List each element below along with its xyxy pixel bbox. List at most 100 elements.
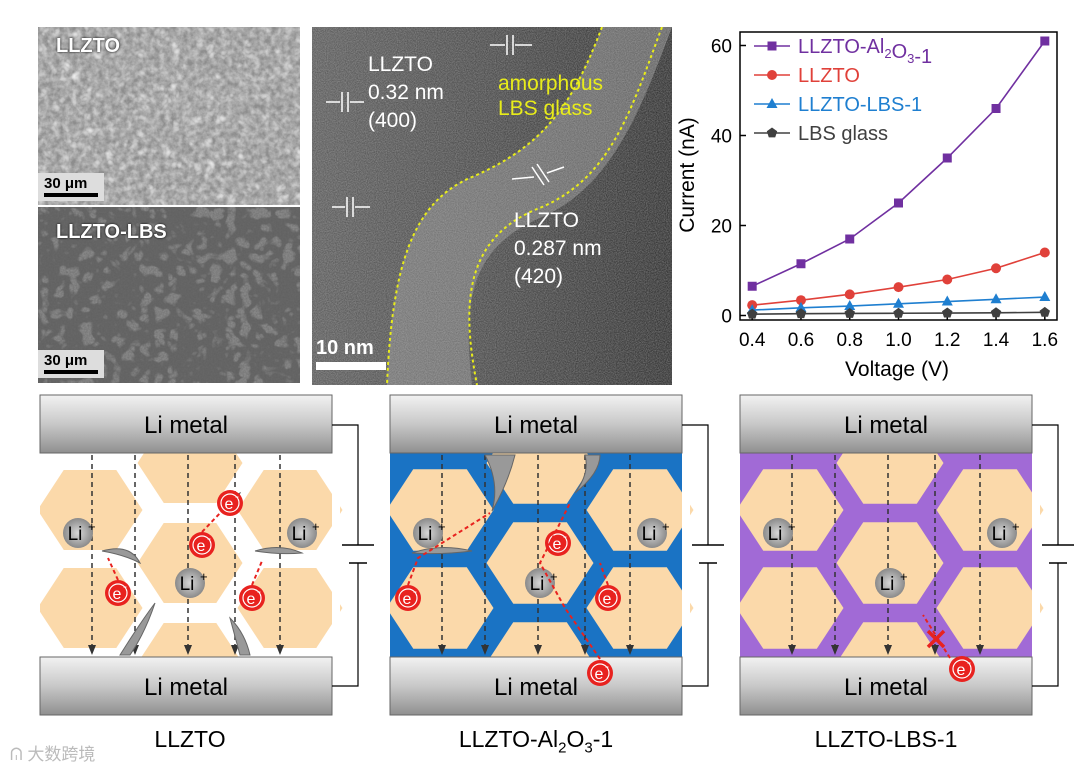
li-metal-top: Li metal bbox=[39, 394, 333, 454]
tem-scale-line bbox=[316, 362, 386, 370]
electron: e- bbox=[189, 531, 215, 558]
x-tick-label: 1.2 bbox=[934, 330, 960, 351]
crack bbox=[254, 547, 304, 555]
tem-texture bbox=[312, 27, 672, 385]
tem-glass-label: amorphous LBS glass bbox=[498, 71, 603, 121]
tem-right-spacing: 0.287 nm bbox=[514, 237, 602, 260]
svg-text:+: + bbox=[88, 519, 96, 534]
grain bbox=[137, 523, 243, 603]
svg-text:e: e bbox=[197, 538, 206, 555]
sem-label-llzto-lbs: LLZTO-LBS bbox=[56, 221, 167, 243]
svg-text:e: e bbox=[957, 662, 966, 679]
svg-text:+: + bbox=[438, 519, 446, 534]
data-point bbox=[893, 307, 904, 318]
electron-path bbox=[599, 562, 609, 586]
tem-glass-line2: LBS glass bbox=[498, 97, 593, 120]
sem-label-llzto: LLZTO bbox=[56, 35, 121, 57]
tem-right-phase: LLZTO bbox=[514, 209, 579, 232]
li-ion: Li + bbox=[637, 518, 670, 548]
scale-bar-text: 30 μm bbox=[44, 352, 88, 369]
svg-text:Li: Li bbox=[418, 524, 433, 545]
li-metal-top: Li metal bbox=[389, 394, 683, 454]
caption-lbs-text: LLZTO-LBS-1 bbox=[814, 726, 958, 752]
caption-llzto: LLZTO bbox=[40, 726, 340, 753]
y-tick-label: 20 bbox=[711, 217, 732, 238]
series-line-0 bbox=[751, 40, 1046, 287]
data-point bbox=[991, 104, 1001, 113]
crack bbox=[484, 454, 516, 512]
data-point bbox=[845, 234, 855, 244]
data-point bbox=[941, 295, 953, 306]
svg-text:-: - bbox=[413, 584, 417, 598]
data-point bbox=[942, 274, 953, 285]
li-metal-label: Li metal bbox=[144, 674, 228, 701]
tem-image: LLZTO 0.32 nm (400) amorphous LBS glass … bbox=[312, 27, 672, 385]
boundary-line-right bbox=[468, 27, 663, 385]
series-line-1 bbox=[752, 251, 1046, 306]
legend-marker bbox=[767, 70, 777, 80]
electron: e- bbox=[395, 584, 421, 611]
caption-llzto-text: LLZTO bbox=[154, 726, 226, 752]
svg-text:e: e bbox=[403, 591, 412, 608]
li-metal-bottom: Li metal bbox=[389, 656, 683, 716]
data-point bbox=[894, 198, 903, 208]
watermark-logo-icon: ᕬ bbox=[10, 745, 23, 764]
svg-text:-: - bbox=[257, 584, 261, 598]
data-point bbox=[942, 307, 953, 318]
y-tick-label: 60 bbox=[711, 37, 732, 58]
svg-text:+: + bbox=[200, 569, 208, 584]
caption-llzto-al2o3: LLZTO-Al2O3-1 bbox=[386, 726, 686, 757]
electron: e- bbox=[587, 659, 613, 686]
grain bbox=[237, 568, 343, 648]
schematic-llzto: Li metal Li metal Li + Li + Li + e - e - e - e - bbox=[36, 393, 376, 723]
svg-text:-: - bbox=[207, 531, 211, 545]
tem-glass-line1: amorphous bbox=[498, 72, 604, 95]
li-metal-label: Li metal bbox=[844, 674, 928, 701]
legend-entry: LLZTO-LBS-1 bbox=[798, 94, 922, 116]
schematic-llzto-al2o3: Li metal Li metal Li + Li + Li + e - e - e - e - bbox=[386, 393, 726, 723]
grain bbox=[936, 567, 1044, 649]
x-tick-label: 0.8 bbox=[837, 330, 863, 351]
lattice-markers bbox=[326, 35, 565, 217]
x-tick-label: 0.6 bbox=[788, 330, 814, 351]
electron-path bbox=[922, 614, 951, 659]
data-point bbox=[942, 153, 952, 163]
scale-bar-line bbox=[44, 370, 98, 374]
scale-bar-text: 30 μm bbox=[44, 175, 88, 192]
svg-text:-: - bbox=[563, 529, 567, 543]
li-ion: Li + bbox=[287, 518, 320, 548]
electron: e- bbox=[595, 584, 621, 611]
data-point bbox=[893, 297, 904, 308]
li-ion-paths bbox=[788, 455, 984, 655]
y-tick-label: 40 bbox=[711, 127, 732, 148]
legend-entry: LLZTO-Al2O3-1 bbox=[798, 36, 932, 68]
data-point bbox=[796, 259, 806, 269]
electron-path bbox=[407, 512, 491, 586]
x-tick-label: 1.4 bbox=[983, 330, 1010, 351]
caption-al-end: -1 bbox=[592, 726, 614, 752]
data-point bbox=[893, 282, 904, 293]
svg-text:Li: Li bbox=[768, 524, 783, 545]
tem-right-label: LLZTO 0.287 nm (420) bbox=[514, 207, 602, 291]
legend-entry: LBS glass bbox=[798, 123, 888, 145]
li-ion: Li + bbox=[763, 518, 796, 548]
iv-chart-svg: 0.4 0.6 0.8 1.0 1.2 1.4 1.6 0 20 40 60 LLZTO-Al2O3… bbox=[676, 31, 1058, 381]
external-circuit bbox=[1032, 424, 1074, 687]
tem-scale-text: 10 nm bbox=[316, 337, 374, 359]
crack bbox=[411, 547, 473, 555]
electron: e- bbox=[105, 579, 131, 606]
schematic-svg: Li metal Li metal Li + Li + Li + e - bbox=[736, 394, 1074, 716]
grain bbox=[836, 522, 944, 604]
data-point bbox=[747, 308, 758, 319]
y-axis-label: Current (nA) bbox=[676, 117, 699, 233]
crack bbox=[574, 454, 601, 494]
tem-scale-bar: 10 nm bbox=[316, 337, 386, 370]
crack bbox=[229, 616, 251, 656]
data-point bbox=[844, 308, 855, 318]
sem-image-llzto-lbs: LLZTO-LBS 30 μm bbox=[38, 207, 300, 383]
svg-text:Li: Li bbox=[992, 524, 1007, 545]
li-ion: Li + bbox=[175, 568, 208, 598]
data-point bbox=[795, 308, 807, 319]
svg-text:e: e bbox=[113, 586, 122, 603]
